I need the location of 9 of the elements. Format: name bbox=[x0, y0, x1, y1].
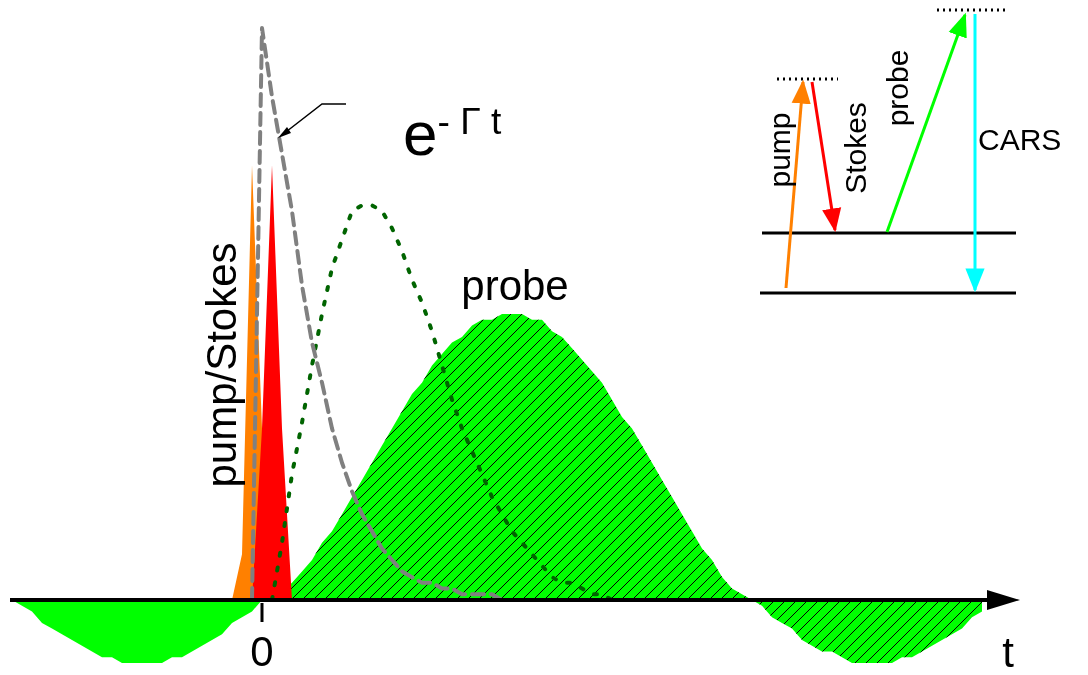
annotation: pump/Stokes bbox=[198, 242, 245, 488]
annotation: Stokes bbox=[839, 102, 872, 194]
annotation: e$^{- Γ t}$ bbox=[403, 99, 503, 168]
annotation: probe bbox=[461, 262, 569, 309]
annotation: 0 bbox=[250, 628, 274, 675]
x-axis-title: t bbox=[1002, 629, 1015, 675]
annotation: CARS bbox=[978, 123, 1062, 156]
annotation: pump bbox=[763, 112, 796, 188]
annotation: probe bbox=[881, 49, 914, 127]
